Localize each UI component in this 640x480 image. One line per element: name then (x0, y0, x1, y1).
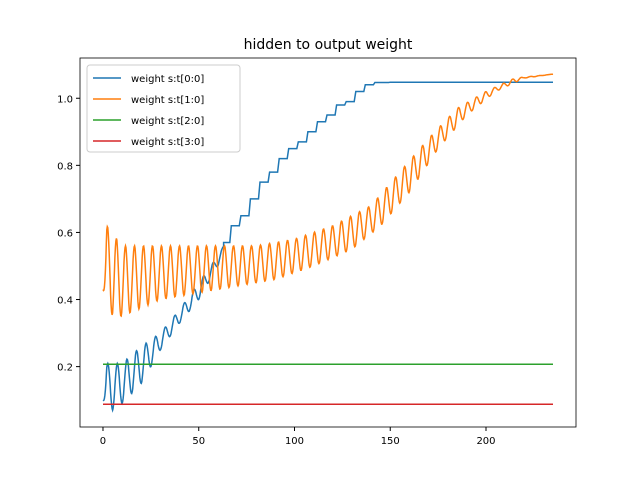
y-axis: 0.2 0.4 0.6 0.8 1.0 (57, 94, 80, 374)
y-tick-label: 0.6 (57, 228, 73, 239)
x-tick-label: 150 (381, 436, 400, 447)
y-tick-label: 0.8 (57, 161, 73, 172)
y-tick-label: 0.4 (57, 296, 73, 307)
series-lines (102, 73, 554, 413)
y-tick-label: 0.2 (57, 363, 73, 374)
legend-label-3: weight s:t[3:0] (131, 137, 204, 148)
x-axis: 0 50 100 150 200 (100, 427, 496, 447)
legend-label-0: weight s:t[0:0] (131, 74, 204, 85)
chart-title: hidden to output weight (244, 37, 413, 53)
x-tick-label: 100 (285, 436, 304, 447)
legend-label-2: weight s:t[2:0] (131, 116, 204, 127)
x-tick-label: 0 (100, 436, 106, 447)
legend-label-1: weight s:t[1:0] (131, 95, 204, 106)
legend: weight s:t[0:0] weight s:t[1:0] weight s:t… (86, 64, 241, 153)
x-tick-label: 50 (192, 436, 205, 447)
series-line-0 (102, 81, 553, 413)
y-tick-label: 1.0 (57, 94, 73, 105)
series-line-1 (102, 73, 554, 318)
legend-box (86, 64, 241, 153)
x-tick-label: 200 (476, 436, 495, 447)
